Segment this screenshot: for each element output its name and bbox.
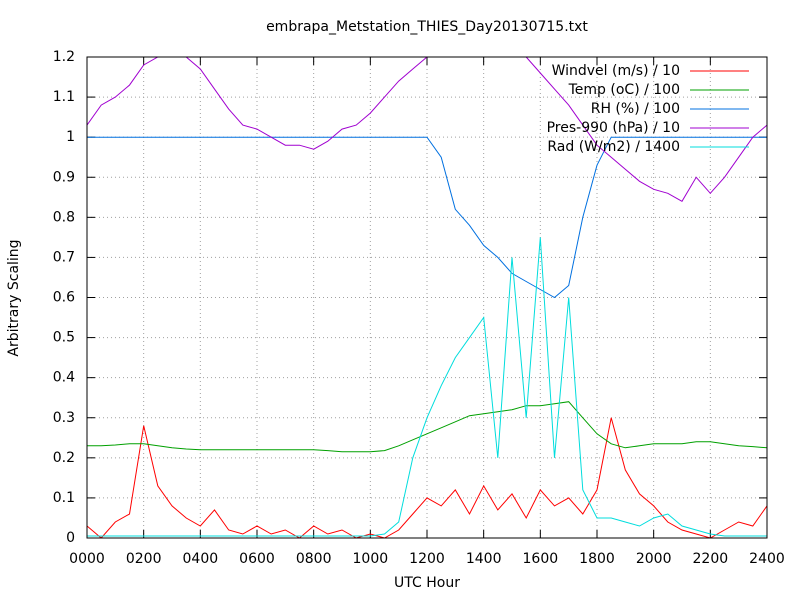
- y-tick-label: 0.1: [53, 490, 75, 506]
- x-tick-label: 0800: [296, 551, 332, 567]
- x-tick-label: 1400: [466, 551, 502, 567]
- x-tick-label: 2200: [693, 551, 729, 567]
- y-tick-label: 0.6: [53, 290, 75, 306]
- x-tick-label: 0200: [126, 551, 162, 567]
- x-tick-label: 0000: [69, 551, 105, 567]
- chart-title: embrapa_Metstation_THIES_Day20130715.txt: [266, 19, 588, 35]
- legend-label: Temp (oC) / 100: [568, 82, 680, 98]
- y-tick-label: 0.2: [53, 450, 75, 466]
- y-axis-label: Arbitrary Scaling: [6, 239, 22, 356]
- x-tick-label: 0600: [239, 551, 275, 567]
- x-tick-label: 1600: [523, 551, 559, 567]
- y-tick-label: 1.2: [53, 49, 75, 65]
- legend-label: Pres-990 (hPa) / 10: [547, 120, 680, 136]
- legend-label: Rad (W/m2) / 1400: [547, 139, 680, 155]
- x-tick-label: 1200: [409, 551, 445, 567]
- y-tick-label: 0.3: [53, 410, 75, 426]
- series-line: [87, 237, 767, 537]
- y-tick-label: 1.1: [53, 89, 75, 105]
- legend-label: RH (%) / 100: [591, 101, 680, 117]
- x-tick-label: 2000: [636, 551, 672, 567]
- x-axis-label: UTC Hour: [394, 575, 460, 591]
- plot-lines: [87, 57, 767, 538]
- series-line: [87, 136, 767, 299]
- y-tick-label: 1: [66, 129, 75, 145]
- y-tick-label: 0.8: [53, 209, 75, 225]
- plot-border: [86, 56, 768, 539]
- y-tick-label: 0: [66, 530, 75, 546]
- x-tick-label: 0400: [183, 551, 219, 567]
- series-line: [87, 57, 767, 202]
- y-tick-label: 0.9: [53, 169, 75, 185]
- series-line: [87, 417, 767, 538]
- x-tick-label: 2400: [749, 551, 785, 567]
- x-tick-label: 1000: [353, 551, 389, 567]
- x-tick-label: 1800: [579, 551, 615, 567]
- y-tick-label: 0.5: [53, 330, 75, 346]
- y-tick-label: 0.4: [53, 370, 75, 386]
- legend: Windvel (m/s) / 10 Temp (oC) / 100 RH (%) …: [547, 63, 749, 155]
- series-line: [87, 401, 767, 453]
- y-tick-label: 0.7: [53, 249, 75, 265]
- legend-label: Windvel (m/s) / 10: [552, 63, 680, 79]
